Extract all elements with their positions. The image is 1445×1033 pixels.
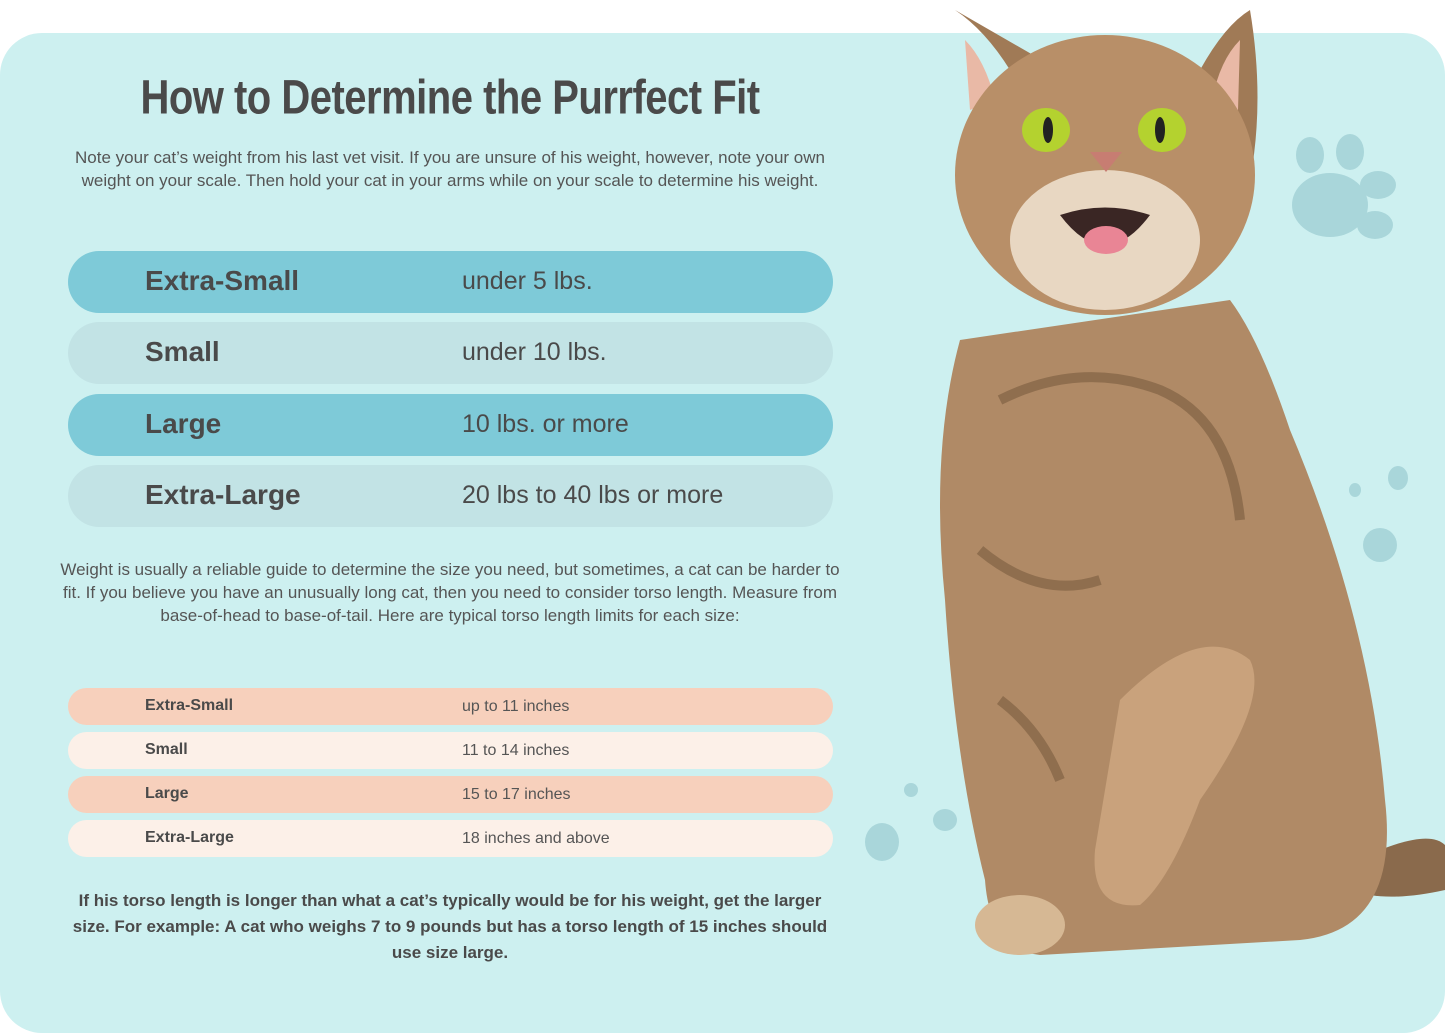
weight-row: Extra-Small under 5 lbs.	[68, 251, 833, 313]
weight-row: Small under 10 lbs.	[68, 322, 833, 384]
size-label: Extra-Large	[145, 479, 301, 510]
torso-row: Small 11 to 14 inches	[68, 732, 833, 769]
cat-photo	[865, 10, 1445, 955]
weight-value: under 10 lbs.	[462, 338, 607, 366]
cat-body	[940, 300, 1445, 955]
size-label: Small	[145, 336, 220, 367]
page-title: How to Determine the Purrfect Fit	[140, 71, 760, 125]
weight-value: 10 lbs. or more	[462, 410, 629, 438]
paw-print-icon	[865, 466, 1408, 861]
weight-value: 20 lbs to 40 lbs or more	[462, 481, 724, 509]
size-label: Extra-Large	[145, 829, 234, 846]
length-value: 11 to 14 inches	[462, 742, 570, 759]
intro-text: Note your cat’s weight from his last vet…	[75, 148, 825, 190]
torso-row: Extra-Large 18 inches and above	[68, 820, 833, 857]
size-label: Extra-Small	[145, 265, 300, 296]
weight-value: under 5 lbs.	[462, 267, 593, 295]
torso-note: If his torso length is longer than what …	[72, 891, 828, 962]
size-label: Small	[145, 741, 188, 758]
weight-row: Extra-Large 20 lbs to 40 lbs or more	[68, 465, 833, 527]
length-value: 15 to 17 inches	[462, 786, 571, 803]
torso-intro-text: Weight is usually a reliable guide to de…	[60, 560, 840, 625]
torso-row: Extra-Small up to 11 inches	[68, 688, 833, 725]
cat-head	[955, 10, 1258, 315]
length-value: 18 inches and above	[462, 830, 610, 847]
paw-print-icon	[1292, 134, 1396, 239]
size-label: Large	[145, 408, 222, 439]
torso-row: Large 15 to 17 inches	[68, 776, 833, 813]
size-label: Extra-Small	[145, 697, 234, 714]
weight-row: Large 10 lbs. or more	[68, 394, 833, 456]
length-value: up to 11 inches	[462, 698, 570, 715]
size-label: Large	[145, 785, 189, 802]
